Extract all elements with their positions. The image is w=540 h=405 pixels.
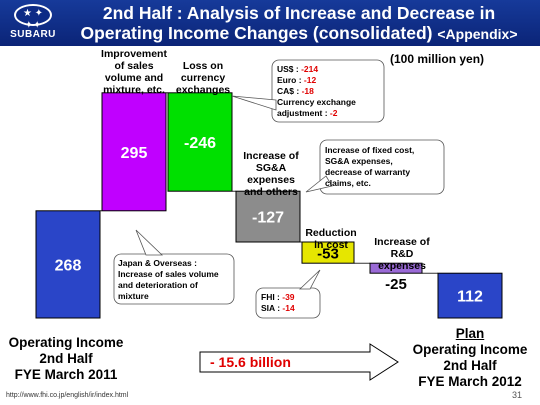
sia-value: -14 xyxy=(282,303,295,313)
page-number: 31 xyxy=(512,390,523,400)
page-title: 2nd Half : Analysis of Increase and Decr… xyxy=(62,3,536,44)
usd-value: -214 xyxy=(301,64,319,74)
unit-label: (100 million yen) xyxy=(390,52,485,66)
label-sga-2: SG&A xyxy=(255,162,287,174)
title-line-2: Operating Income Changes (consolidated) … xyxy=(62,23,536,44)
euro-value: -12 xyxy=(303,75,317,85)
label-sga-3: expenses xyxy=(247,174,295,186)
usd-label: US$ : xyxy=(277,64,302,74)
change-arrow-label: - 15.6 billion xyxy=(210,354,291,370)
note-sga: Increase of fixed cost, SG&A expenses, d… xyxy=(325,145,445,189)
brand-name: SUBARU xyxy=(10,29,56,40)
note-currency-euro: Euro : -12 xyxy=(277,75,385,86)
change-arrow-icon xyxy=(199,343,399,381)
adjust-label: Currency exchange xyxy=(277,97,356,107)
label-improvement: Improvement of sales volume and mixture,… xyxy=(96,48,172,96)
label-cost: Reduction in cost xyxy=(300,227,362,251)
cad-value: -18 xyxy=(301,86,314,96)
bar-1 xyxy=(101,92,167,212)
label-improvement-1: Improvement xyxy=(101,48,167,60)
title-line-2-text: Operating Income Changes (consolidated) xyxy=(80,23,433,43)
sga-note-4: claims, etc. xyxy=(325,178,371,188)
bar-5 xyxy=(369,262,423,274)
note-cost: FHI : -39 SIA : -14 xyxy=(261,292,321,314)
label-rd-3: expenses xyxy=(378,260,426,272)
label-rd-1: Increase of xyxy=(374,236,430,248)
label-currency-3: exchanges xyxy=(175,84,231,96)
pleiades-emblem-icon xyxy=(14,4,52,26)
note-currency-cad: CA$ : -18 xyxy=(277,86,385,97)
bar-2 xyxy=(167,92,233,192)
value-label-3: -127 xyxy=(252,210,284,227)
improvement-note-title: Japan & Overseas : xyxy=(118,258,197,268)
improvement-note-2: and deterioration of xyxy=(118,280,198,290)
label-sga-1: Increase of xyxy=(243,150,299,162)
callout-currency xyxy=(231,59,385,123)
axis-right-plan: Plan xyxy=(455,326,485,341)
note-cost-sia: SIA : -14 xyxy=(261,303,321,314)
label-rd: Increase of R&D expenses xyxy=(366,236,438,272)
header-bar: ★ ✦ ✦✦ SUBARU 2nd Half : Analysis of Inc… xyxy=(0,0,540,46)
sga-note-1: Increase of fixed cost, xyxy=(325,145,415,155)
sga-note-3: decrease of warranty xyxy=(325,167,411,177)
label-cost-1: Reduction xyxy=(305,227,357,239)
value-label-6: 112 xyxy=(457,289,483,306)
label-cost-2: in cost xyxy=(314,239,348,251)
label-improvement-4: mixture, etc. xyxy=(103,84,165,96)
callout-cost xyxy=(255,269,321,319)
adjust-line: adjustment : -2 xyxy=(277,108,385,119)
label-sga-4: and others xyxy=(244,186,298,198)
label-improvement-3: volume and xyxy=(104,72,164,84)
axis-right-2: 2nd Half xyxy=(443,358,497,373)
label-rd-2: R&D xyxy=(390,248,414,260)
value-label-4: -53 xyxy=(317,246,339,263)
improvement-note-1: Increase of sales volume xyxy=(118,269,219,279)
bar-6 xyxy=(437,272,503,319)
fhi-label: FHI : xyxy=(261,292,283,302)
axis-right-1: Operating Income xyxy=(412,342,528,357)
value-label-5: -25 xyxy=(385,276,407,293)
value-label-1: 295 xyxy=(121,145,148,162)
label-currency-2: currency xyxy=(180,72,226,84)
improvement-note-3: mixture xyxy=(118,291,149,301)
note-currency: US$ : -214 Euro : -12 CA$ : -18 Currency… xyxy=(277,64,385,119)
axis-right-3: FYE March 2012 xyxy=(418,374,522,389)
bar-4 xyxy=(301,241,355,264)
subaru-logo: ★ ✦ ✦✦ SUBARU xyxy=(6,2,60,44)
cad-label: CA$ : xyxy=(277,86,302,96)
sia-label: SIA : xyxy=(261,303,283,313)
footer-url[interactable]: http://www.fhi.co.jp/english/ir/index.ht… xyxy=(6,392,129,399)
value-label-2: -246 xyxy=(184,135,216,152)
axis-left-2: 2nd Half xyxy=(39,351,93,366)
note-improvement: Japan & Overseas : Increase of sales vol… xyxy=(118,258,238,302)
label-improvement-2: of sales xyxy=(114,60,154,72)
adjust-prefix: adjustment : xyxy=(277,108,330,118)
label-currency: Loss on currency exchanges xyxy=(166,60,240,96)
euro-label: Euro : xyxy=(277,75,304,85)
fhi-value: -39 xyxy=(282,292,295,302)
title-suffix: <Appendix> xyxy=(437,26,518,42)
title-line-1: 2nd Half : Analysis of Increase and Decr… xyxy=(102,3,496,23)
note-currency-usd: US$ : -214 xyxy=(277,64,385,75)
bar-3 xyxy=(235,190,301,243)
label-currency-1: Loss on xyxy=(182,60,224,72)
callout-improvement xyxy=(113,229,235,305)
label-sga: Increase of SG&A expenses and others xyxy=(234,150,308,198)
axis-left-3: FYE March 2011 xyxy=(14,367,118,382)
value-label-0: 268 xyxy=(55,257,82,274)
axis-label-fye2012: Plan Operating Income 2nd Half FYE March… xyxy=(404,326,536,390)
axis-left-1: Operating Income xyxy=(8,335,124,350)
callout-sga xyxy=(305,139,445,195)
logo-stars: ★ ✦ ✦✦ xyxy=(22,8,44,31)
axis-label-fye2011: Operating Income 2nd Half FYE March 2011 xyxy=(6,335,126,383)
sga-note-2: SG&A expenses, xyxy=(325,156,393,166)
note-cost-fhi: FHI : -39 xyxy=(261,292,321,303)
adjust-value: -2 xyxy=(329,108,338,118)
bar-0 xyxy=(35,210,101,319)
